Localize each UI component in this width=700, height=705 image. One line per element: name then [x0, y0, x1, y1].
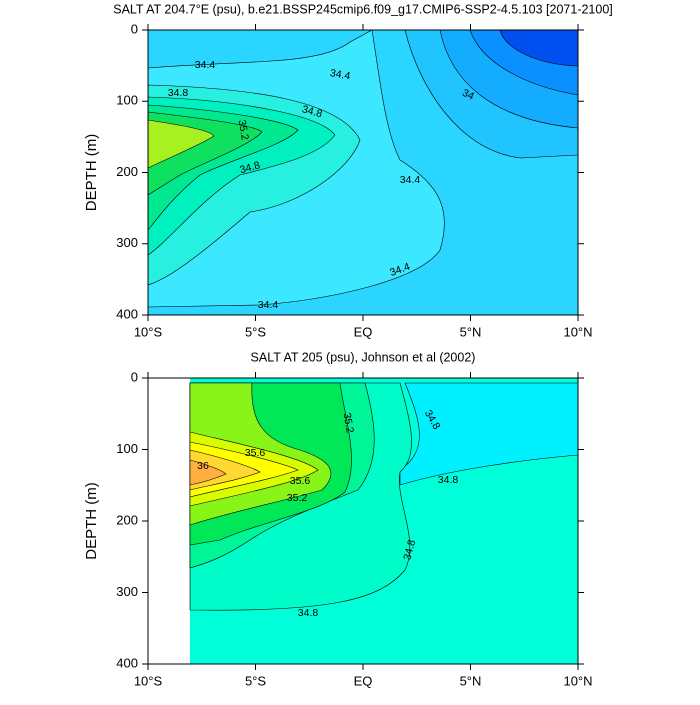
y-tick-label: 0 [131, 369, 138, 384]
x-tick-label: 5°N [460, 673, 482, 688]
y-tick-label: 100 [116, 441, 138, 456]
contour-label: 34.8 [438, 474, 459, 486]
x-tick-label: 10°N [563, 324, 592, 339]
x-tick-label: 5°N [460, 324, 482, 339]
y-tick-label: 0 [131, 21, 138, 36]
contour-label: 34.4 [195, 59, 216, 71]
contour-label: 35.2 [287, 492, 308, 504]
x-tick-label: 10°N [563, 673, 592, 688]
x-tick-label: EQ [354, 673, 373, 688]
contour-label: 34 [460, 87, 476, 103]
contour-label: 34.4 [258, 299, 279, 311]
x-tick-label: EQ [354, 324, 373, 339]
y-tick-label: 400 [116, 655, 138, 670]
contour-label: 36 [197, 460, 209, 472]
contour-label: 35.6 [245, 447, 266, 459]
y-tick-label: 300 [116, 584, 138, 599]
contour-label: 34.8 [168, 87, 189, 99]
contour-label: 34.4 [400, 174, 421, 186]
y-tick-label: 100 [116, 93, 138, 108]
y-tick-label: 300 [116, 235, 138, 250]
contour-label: 35.6 [290, 475, 311, 487]
y-axis-label: DEPTH (m) [83, 482, 100, 560]
contour-label: 35.2 [236, 119, 251, 141]
x-tick-label: 5°S [245, 673, 266, 688]
contour-label: 34.8 [401, 538, 418, 561]
x-tick-label: 10°S [134, 324, 163, 339]
contour-panel [148, 30, 578, 315]
x-tick-label: 10°S [134, 673, 163, 688]
panel-title: SALT AT 205 (psu), Johnson et al (2002) [251, 350, 476, 364]
contour-label: 34.8 [239, 159, 262, 176]
contour-label: 34.4 [329, 67, 351, 82]
contour-label: 35.2 [341, 412, 356, 434]
y-tick-label: 200 [116, 164, 138, 179]
contour-region [399, 382, 578, 486]
x-tick-label: 5°S [245, 324, 266, 339]
contour-region [189, 459, 227, 486]
y-tick-label: 400 [116, 306, 138, 321]
contour-panel [189, 378, 578, 664]
panel-title: SALT AT 204.7°E (psu), b.e21.BSSP245cmip… [113, 2, 613, 16]
contour-label: 34.8 [301, 103, 324, 120]
contour-region [148, 119, 215, 169]
contour-label: 34.8 [298, 607, 319, 619]
y-tick-label: 200 [116, 512, 138, 527]
y-axis-label: DEPTH (m) [83, 134, 100, 212]
